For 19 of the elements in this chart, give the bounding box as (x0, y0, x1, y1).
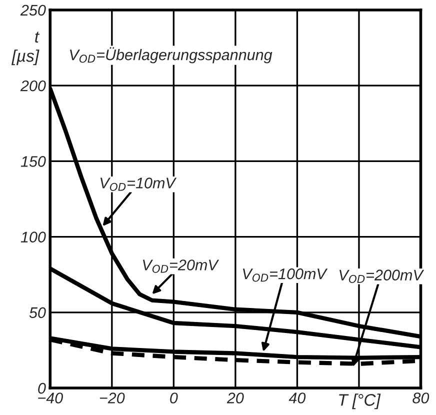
annotation: V$_{OD}$=Überlagerungsspannung (70, 47, 272, 64)
annotation: V$_{OD}$=10mV (100, 178, 177, 191)
annotation: V$_{OD}$=20mV (142, 260, 220, 273)
x-tick-label: 40 (288, 392, 306, 404)
y-axis-title: t [µs] (12, 32, 40, 66)
y-tick-label: 150 (20, 156, 46, 167)
y-tick-label: 200 (20, 80, 46, 92)
y-tick-label: 100 (20, 232, 46, 242)
y-tick-label: 250 (20, 4, 46, 16)
annotation: V$_{OD}$=100mV (242, 268, 328, 282)
x-tick-label: 20 (226, 392, 244, 404)
y-tick-label: 50 (29, 307, 46, 318)
x-axis-title: T [°C] (339, 394, 381, 410)
x-tick-label: −20 (100, 392, 125, 404)
x-tick-label: −40 (38, 392, 63, 404)
y-tick-label: 0 (38, 382, 46, 394)
annotation: V$_{OD}$=200mV (340, 270, 424, 283)
x-tick-label: 0 (170, 392, 178, 404)
x-tick-label: 80 (412, 392, 430, 404)
